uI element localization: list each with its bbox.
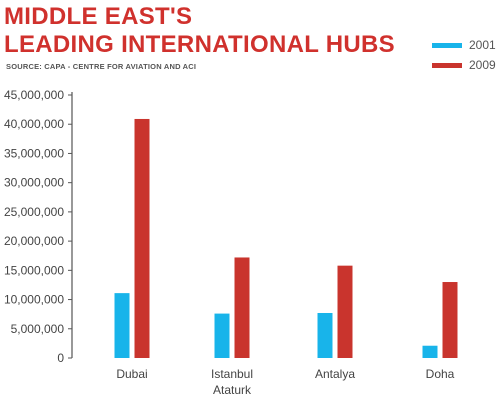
- bar-2009-dubai: [134, 118, 150, 358]
- chart-title: MIDDLE EAST'S LEADING INTERNATIONAL HUBS: [4, 3, 395, 59]
- y-tick-label: 45,000,000: [4, 88, 64, 102]
- y-tick-label: 5,000,000: [11, 322, 65, 336]
- y-tick-label: 15,000,000: [4, 263, 64, 277]
- legend-item-2009: 2009: [432, 58, 500, 72]
- x-category-label: Dubai: [116, 367, 147, 381]
- y-tick-label: 10,000,000: [4, 293, 64, 307]
- y-tick-label: 25,000,000: [4, 205, 64, 219]
- legend: 2001 2009: [432, 38, 500, 78]
- bar-2001-antalya: [317, 312, 333, 358]
- bar-2009-doha: [442, 282, 458, 358]
- bar-2001-doha: [422, 345, 438, 358]
- y-tick-label: 0: [57, 351, 64, 365]
- legend-swatch-2001: [432, 42, 462, 48]
- source-note: SOURCE: CAPA - CENTRE FOR AVIATION AND A…: [6, 62, 197, 71]
- y-tick-label: 20,000,000: [4, 234, 64, 248]
- bar-2009-istanbul: [234, 257, 250, 358]
- x-category-label: Ataturk: [213, 383, 252, 397]
- bar-2009-antalya: [337, 265, 353, 358]
- bar-2001-dubai: [114, 293, 130, 358]
- legend-label-2001: 2001: [469, 38, 496, 52]
- x-category-label: Antalya: [315, 367, 355, 381]
- y-tick-label: 30,000,000: [4, 176, 64, 190]
- chart-title-line-2: LEADING INTERNATIONAL HUBS: [4, 31, 395, 58]
- y-tick-label: 35,000,000: [4, 146, 64, 160]
- x-category-label: Istanbul: [211, 367, 253, 381]
- y-tick-label: 40,000,000: [4, 117, 64, 131]
- legend-item-2001: 2001: [432, 38, 500, 52]
- bar-2001-istanbul: [214, 313, 230, 358]
- legend-swatch-2009: [432, 62, 462, 68]
- chart-title-line-1: MIDDLE EAST'S: [4, 3, 193, 30]
- x-category-label: Doha: [426, 367, 455, 381]
- legend-label-2009: 2009: [469, 58, 496, 72]
